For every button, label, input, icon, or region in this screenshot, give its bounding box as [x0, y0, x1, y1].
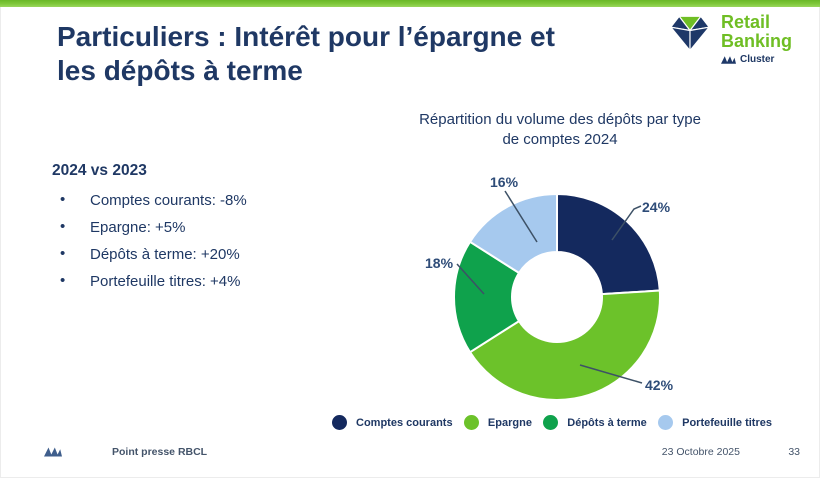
- gem-icon: [670, 15, 710, 52]
- slice-percentage-label: 42%: [645, 377, 674, 393]
- legend-label: Dépôts à terme: [567, 416, 647, 429]
- key-figure-item: Epargne: +5%: [58, 219, 358, 236]
- bank-logo-icon: [44, 447, 62, 457]
- donut-slice-1: [556, 193, 661, 296]
- footer-date: 23 Octobre 2025: [661, 446, 740, 458]
- legend-item: Comptes courants: [332, 415, 453, 430]
- label-leader-line: [456, 263, 485, 295]
- legend-label: Portefeuille titres: [682, 416, 772, 429]
- comparison-heading: 2024 vs 2023: [52, 162, 147, 179]
- retail-banking-logo: Retail Banking Cluster: [668, 13, 792, 65]
- legend-item: Epargne: [463, 415, 532, 430]
- legend-marker: [332, 415, 347, 430]
- donut-slice-2: [469, 289, 661, 401]
- brand-text-block: Retail Banking Cluster: [720, 12, 792, 65]
- slide-title: Particuliers : Intérêt pour l’épargne et…: [57, 21, 555, 86]
- brand-name: Retail Banking: [720, 12, 792, 51]
- label-leader-line: [611, 205, 642, 241]
- key-figure-item: Dépôts à terme: +20%: [58, 246, 358, 263]
- legend-marker: [658, 415, 674, 430]
- donut-slice-4: [469, 193, 558, 274]
- chart-title: Répartition du volume des dépôts par typ…: [419, 111, 701, 148]
- bank-logo-mark-icon: [720, 55, 736, 64]
- chart-legend: Comptes courants Epargne Dépôts à terme Por…: [332, 415, 772, 430]
- key-figure-item: Portefeuille titres: +4%: [58, 273, 358, 290]
- label-leader-line: [579, 364, 643, 384]
- donut-chart: 24% 42% 18% 16%: [425, 174, 674, 401]
- key-figure-item: Comptes courants: -8%: [58, 192, 358, 209]
- page-number: 33: [788, 446, 800, 458]
- legend-marker: [543, 415, 559, 430]
- legend-label: Comptes courants: [356, 416, 453, 429]
- cluster-line: Cluster: [720, 54, 792, 65]
- top-accent-bar: [0, 0, 820, 7]
- slice-percentage-label: 18%: [425, 255, 454, 271]
- legend-item: Dépôts à terme: [543, 415, 647, 430]
- legend-marker: [463, 415, 479, 430]
- legend-label: Epargne: [487, 416, 532, 429]
- slice-percentage-label: 24%: [642, 199, 671, 215]
- legend-item: Portefeuille titres: [658, 415, 772, 430]
- footer-document-label: Point presse RBCL: [112, 446, 208, 458]
- cluster-label: Cluster: [739, 54, 775, 65]
- slice-percentage-label: 16%: [490, 174, 519, 190]
- label-leader-line: [504, 190, 538, 243]
- key-figures-list: Comptes courants: -8% Epargne: +5% Dépôts …: [58, 192, 358, 301]
